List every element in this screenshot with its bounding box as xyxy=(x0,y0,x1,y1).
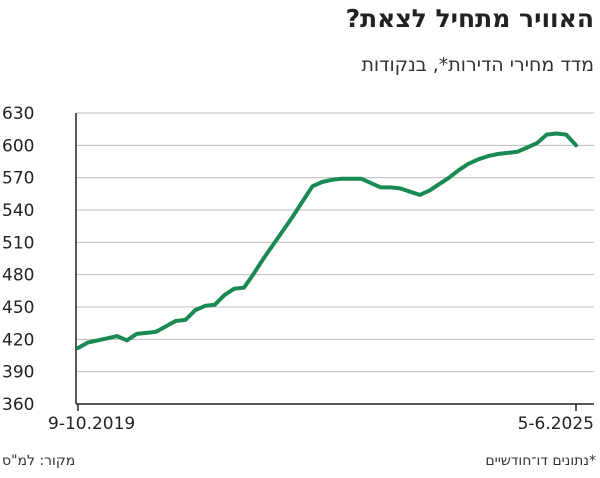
y-tick-label: 510 xyxy=(2,233,34,253)
y-tick-label: 540 xyxy=(2,201,34,221)
y-tick-label: 570 xyxy=(2,169,34,189)
y-tick-label: 390 xyxy=(2,363,34,383)
x-axis-labels: 9-10.2019 5-6.2025 xyxy=(48,414,594,434)
footnote: *נתונים דו־חודשיים xyxy=(485,453,596,469)
y-tick-label: 450 xyxy=(2,298,34,318)
x-tick-label: 5-6.2025 xyxy=(518,414,594,434)
y-tick-label: 420 xyxy=(2,330,34,350)
y-tick-label: 360 xyxy=(2,395,34,415)
y-tick-label: 600 xyxy=(2,136,34,156)
y-tick-label: 630 xyxy=(2,104,34,124)
x-tick-label: 9-10.2019 xyxy=(48,414,135,434)
y-tick-label: 480 xyxy=(2,266,34,286)
y-axis-labels: 630 600 570 540 510 480 450 420 390 360 xyxy=(2,104,34,415)
chart-subtitle: מדד מחירי הדירות*, בנקודות xyxy=(361,54,594,76)
source-note: מקור: למ"ס xyxy=(2,453,76,469)
x-axis-ticks xyxy=(77,404,577,411)
grid-lines xyxy=(76,112,594,373)
chart-title: האוויר מתחיל לצאת? xyxy=(345,4,594,33)
series-line xyxy=(76,131,578,350)
